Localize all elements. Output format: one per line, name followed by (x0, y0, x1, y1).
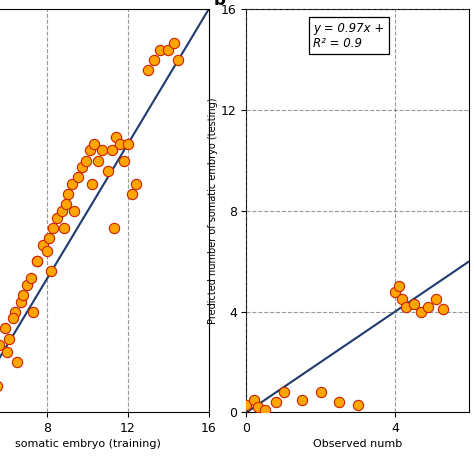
Point (34, 257, 41, 265)
Point (0, 341, 3, 349)
Point (18, 298, 25, 305)
Point (13, 358, 21, 366)
Point (410, 301, 417, 308)
Point (402, 303, 410, 310)
Point (150, 56, 158, 64)
Point (46, 234, 53, 242)
Point (68, 180, 75, 188)
Point (432, 295, 439, 303)
Point (9, 315, 17, 322)
Point (164, 46, 172, 54)
Point (3, 348, 11, 356)
Point (399, 295, 406, 303)
Point (144, 66, 152, 74)
Point (19, 291, 27, 299)
Point (354, 401, 362, 409)
X-axis label: Observed numb: Observed numb (313, 439, 402, 449)
Point (88, 180, 95, 188)
Point (90, 140, 98, 147)
Point (62, 201, 69, 208)
Point (0, 382, 1, 389)
Point (110, 224, 118, 231)
Point (94, 157, 101, 164)
Point (174, 56, 182, 64)
Point (98, 147, 106, 155)
Point (132, 180, 140, 188)
Point (261, 406, 269, 414)
Point (34, 257, 41, 265)
Point (243, 401, 250, 409)
Point (50, 224, 57, 231)
Point (250, 396, 258, 403)
Point (86, 147, 93, 155)
Point (82, 157, 90, 164)
Point (64, 191, 72, 198)
Point (128, 191, 136, 198)
Point (273, 399, 280, 406)
Point (156, 46, 164, 54)
Point (171, 39, 178, 47)
Text: y = 0.97x +
R² = 0.9: y = 0.97x + R² = 0.9 (313, 22, 384, 50)
Point (40, 241, 47, 248)
Point (54, 214, 61, 221)
Point (108, 147, 116, 155)
Point (58, 207, 65, 215)
Point (104, 167, 112, 174)
Point (417, 308, 425, 316)
Point (112, 133, 119, 141)
Point (74, 173, 82, 181)
Point (47, 268, 55, 275)
X-axis label: somatic embryo (training): somatic embryo (training) (15, 439, 161, 449)
Point (60, 224, 67, 231)
Point (70, 207, 77, 215)
Point (44, 247, 51, 255)
Point (78, 164, 85, 171)
Point (1, 325, 9, 332)
Point (336, 399, 343, 406)
Point (425, 303, 432, 310)
Point (254, 403, 262, 411)
Point (280, 389, 287, 396)
Point (29, 308, 37, 316)
Y-axis label: Predicted number of somatic embryo (testing): Predicted number of somatic embryo (test… (208, 98, 218, 324)
Point (317, 389, 325, 396)
Point (120, 157, 128, 164)
Point (124, 140, 132, 147)
Point (5, 335, 13, 342)
Point (27, 274, 35, 282)
Point (23, 281, 31, 289)
Point (299, 396, 306, 403)
Point (11, 308, 19, 316)
Text: b: b (213, 0, 225, 9)
Point (395, 283, 402, 290)
Point (116, 140, 124, 147)
Point (391, 288, 399, 295)
Point (439, 305, 447, 313)
